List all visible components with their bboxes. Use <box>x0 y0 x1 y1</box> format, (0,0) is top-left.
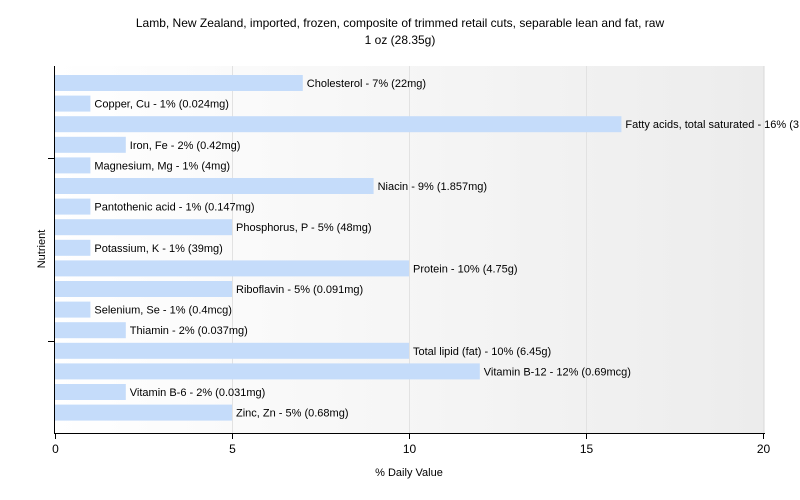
bar-label-0: Cholesterol - 7% (22mg) <box>307 78 426 90</box>
bar-15 <box>55 384 126 400</box>
x-axis-ticks: 0 5 10 15 20 <box>52 433 770 456</box>
chart-subtitle: 1 oz (28.35g) <box>365 33 436 47</box>
bar-3 <box>55 136 126 153</box>
y-axis-ticks <box>48 158 54 342</box>
bar-labels-group: Cholesterol - 7% (22mg) Copper, Cu - 1% (… <box>94 78 800 420</box>
bar-13 <box>55 342 409 359</box>
bar-label-8: Potassium, K - 1% (39mg) <box>94 243 222 255</box>
bar-label-1: Copper, Cu - 1% (0.024mg) <box>94 99 229 111</box>
bar-6 <box>55 198 91 215</box>
bar-16 <box>55 404 232 421</box>
bar-label-15: Vitamin B-6 - 2% (0.031mg) <box>130 387 266 399</box>
bar-0 <box>55 75 303 91</box>
bar-9 <box>55 260 409 277</box>
x-axis-title: % Daily Value <box>375 467 443 479</box>
bar-14 <box>55 363 480 380</box>
bar-label-9: Protein - 10% (4.75g) <box>413 263 518 275</box>
x-tick-label-2: 10 <box>403 442 417 456</box>
x-tick-label-1: 5 <box>229 442 236 456</box>
bar-4 <box>55 157 91 174</box>
chart-title: Lamb, New Zealand, imported, frozen, com… <box>136 16 665 30</box>
bar-label-13: Total lipid (fat) - 10% (6.45g) <box>413 346 551 358</box>
bar-12 <box>55 322 126 339</box>
bar-label-3: Iron, Fe - 2% (0.42mg) <box>130 140 241 152</box>
x-tick-label-4: 20 <box>757 442 771 456</box>
x-tick-label-0: 0 <box>52 442 59 456</box>
bar-label-16: Zinc, Zn - 5% (0.68mg) <box>236 408 348 420</box>
bar-label-7: Phosphorus, P - 5% (48mg) <box>236 222 372 234</box>
y-axis-title: Nutrient <box>36 230 48 269</box>
bar-5 <box>55 178 374 194</box>
x-tick-label-3: 15 <box>580 442 594 456</box>
bar-2 <box>55 116 622 133</box>
bar-1 <box>55 95 91 112</box>
bar-8 <box>55 239 91 256</box>
bar-10 <box>55 281 232 297</box>
bar-label-5: Niacin - 9% (1.857mg) <box>378 181 487 193</box>
bars-group <box>55 75 622 421</box>
bar-label-10: Riboflavin - 5% (0.091mg) <box>236 284 363 296</box>
bar-label-14: Vitamin B-12 - 12% (0.69mcg) <box>484 366 631 378</box>
bar-7 <box>55 219 232 236</box>
bar-11 <box>55 301 91 318</box>
bar-label-2: Fatty acids, total saturated - 16% (3.28… <box>625 119 800 131</box>
bar-label-12: Thiamin - 2% (0.037mg) <box>130 325 248 337</box>
bar-label-6: Pantothenic acid - 1% (0.147mg) <box>94 202 254 214</box>
bar-label-11: Selenium, Se - 1% (0.4mcg) <box>94 305 232 317</box>
bar-label-4: Magnesium, Mg - 1% (4mg) <box>94 160 230 172</box>
